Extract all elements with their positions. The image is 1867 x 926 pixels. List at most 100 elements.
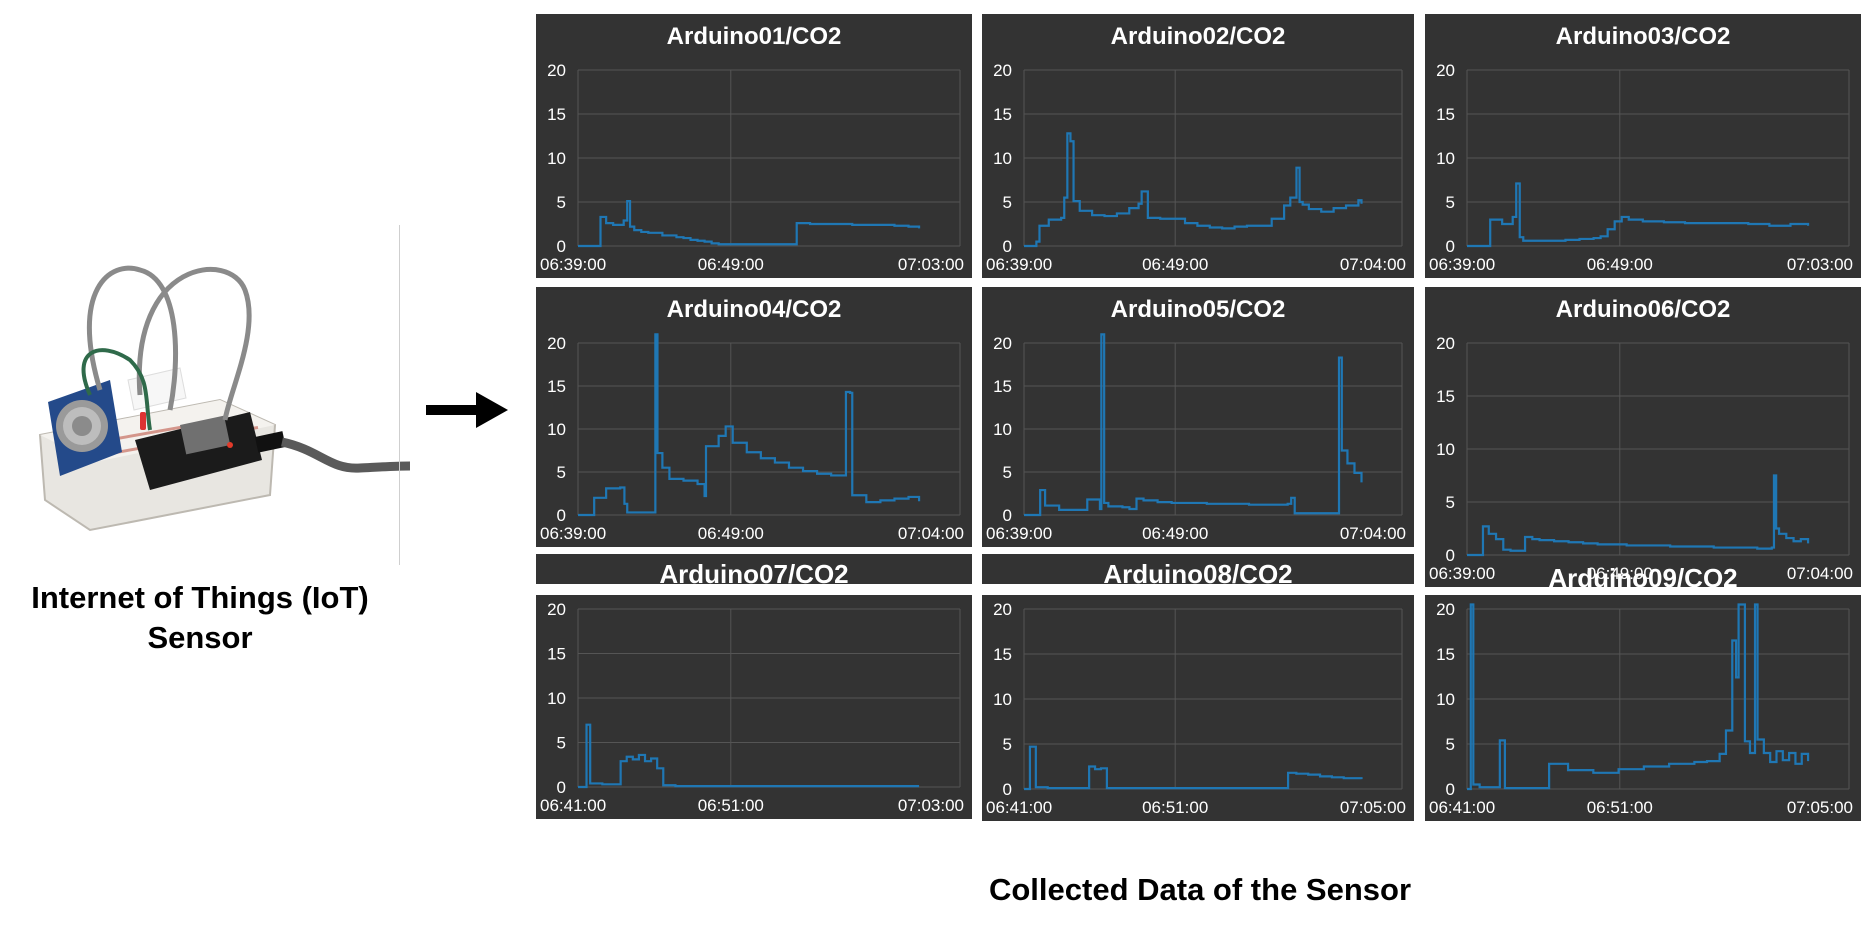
chart-panel-arduino08: 0 5 10 15 20 06:41:00 06:51:00 07:05:00 xyxy=(982,595,1414,821)
x-tick-label: 06:49:00 xyxy=(698,255,764,274)
x-tick-label: 06:51:00 xyxy=(1142,798,1208,817)
series-line xyxy=(578,333,921,517)
y-tick-label: 20 xyxy=(993,61,1012,80)
photo-divider xyxy=(399,225,400,565)
x-tick-label: 06:39:00 xyxy=(986,255,1052,274)
x-tick-label: 06:49:00 xyxy=(1587,564,1653,583)
chart-panel-arduino01: Arduino01/CO2 0 5 10 15 20 06:39:00 06:49:00 07:… xyxy=(536,14,972,278)
y-tick-label: 0 xyxy=(557,506,566,525)
x-tick-label: 06:49:00 xyxy=(1587,255,1653,274)
x-tick-label: 06:39:00 xyxy=(540,524,606,543)
y-tick-label: 20 xyxy=(1436,61,1455,80)
y-tick-label: 0 xyxy=(1446,237,1455,256)
y-tick-label: 5 xyxy=(1446,493,1455,512)
y-tick-label: 15 xyxy=(1436,387,1455,406)
y-tick-label: 0 xyxy=(1003,780,1012,799)
chart-title: Arduino06/CO2 xyxy=(1556,296,1731,323)
y-tick-label: 10 xyxy=(1436,149,1455,168)
x-tick-label: 07:03:00 xyxy=(898,255,964,274)
y-tick-label: 5 xyxy=(1446,193,1455,212)
chart-panel-arduino04: Arduino04/CO2 0 5 10 15 20 06:39:00 06:49:00 07:… xyxy=(536,287,972,547)
chart-panel-arduino07: 0 5 10 15 20 06:41:00 06:51:00 07:03:00 xyxy=(536,595,972,819)
chart-panel-arduino05: Arduino05/CO2 0 5 10 15 20 06:39:00 06:49:00 07:… xyxy=(982,287,1414,547)
series-line xyxy=(1024,132,1363,248)
y-tick-label: 20 xyxy=(547,600,566,619)
x-tick-label: 06:51:00 xyxy=(698,796,764,815)
x-tick-label: 07:05:00 xyxy=(1787,798,1853,817)
chart-panel-arduino02: Arduino02/CO2 0 5 10 15 20 06:39:00 06:49:00 07:… xyxy=(982,14,1414,278)
y-tick-label: 10 xyxy=(993,420,1012,439)
series-line xyxy=(578,723,920,789)
y-tick-label: 15 xyxy=(993,105,1012,124)
x-tick-label: 06:39:00 xyxy=(986,524,1052,543)
title-strip-arduino09: Arduino09/CO2 xyxy=(1425,563,1861,587)
x-tick-label: 07:04:00 xyxy=(1787,564,1853,583)
y-tick-label: 10 xyxy=(993,690,1012,709)
y-tick-label: 10 xyxy=(547,420,566,439)
series-line xyxy=(1024,745,1363,791)
sensor-caption: Internet of Things (IoT) Sensor xyxy=(0,578,400,658)
chart-panel-arduino09: 0 5 10 15 20 06:41:00 06:51:00 07:05:00 xyxy=(1425,595,1861,821)
y-tick-label: 20 xyxy=(547,61,566,80)
chart-title: Arduino02/CO2 xyxy=(1111,23,1286,50)
chart-title: Arduino04/CO2 xyxy=(667,296,842,323)
x-tick-label: 06:49:00 xyxy=(1142,524,1208,543)
chart-title: Arduino01/CO2 xyxy=(667,23,842,50)
x-tick-label: 06:41:00 xyxy=(540,796,606,815)
y-tick-label: 15 xyxy=(547,105,566,124)
y-tick-label: 10 xyxy=(1436,690,1455,709)
chart-title: Arduino05/CO2 xyxy=(1111,296,1286,323)
y-tick-label: 5 xyxy=(557,734,566,753)
chart-panel-arduino03: Arduino03/CO2 0 5 10 15 20 06:39:00 06:49:00 07:… xyxy=(1425,14,1861,278)
iot-sensor-image xyxy=(38,265,410,532)
series-line xyxy=(1467,474,1810,557)
y-tick-label: 15 xyxy=(993,377,1012,396)
y-tick-label: 0 xyxy=(557,237,566,256)
chart-title-arduino08: Arduino08/CO2 xyxy=(1103,559,1293,584)
collected-data-caption: Collected Data of the Sensor xyxy=(988,872,1412,907)
series-line xyxy=(578,200,921,248)
title-strip-arduino07: Arduino07/CO2 xyxy=(536,554,972,584)
y-tick-label: 5 xyxy=(1003,193,1012,212)
y-tick-label: 10 xyxy=(547,689,566,708)
x-tick-label: 06:41:00 xyxy=(986,798,1052,817)
y-tick-label: 10 xyxy=(1436,440,1455,459)
x-tick-label: 07:04:00 xyxy=(1340,524,1406,543)
x-tick-label: 06:49:00 xyxy=(1142,255,1208,274)
y-tick-label: 20 xyxy=(1436,600,1455,619)
y-tick-label: 5 xyxy=(1003,463,1012,482)
y-tick-label: 20 xyxy=(1436,334,1455,353)
y-tick-label: 15 xyxy=(1436,645,1455,664)
y-tick-label: 5 xyxy=(557,193,566,212)
x-tick-label: 07:04:00 xyxy=(1340,255,1406,274)
sensor-caption-line2: Sensor xyxy=(147,620,253,655)
chart-panel-arduino06: Arduino06/CO2 0 5 10 15 20 06:39:00 06:49:00 07:… xyxy=(1425,287,1861,587)
y-tick-label: 15 xyxy=(1436,105,1455,124)
y-tick-label: 0 xyxy=(1003,237,1012,256)
series-line xyxy=(1467,182,1810,248)
y-tick-label: 15 xyxy=(993,645,1012,664)
y-tick-label: 10 xyxy=(547,149,566,168)
y-tick-label: 5 xyxy=(1003,735,1012,754)
chart-title: Arduino03/CO2 xyxy=(1556,23,1731,50)
sensor-caption-line1: Internet of Things (IoT) xyxy=(31,580,369,615)
series-line xyxy=(1024,333,1363,517)
y-tick-label: 20 xyxy=(993,600,1012,619)
x-tick-label: 06:39:00 xyxy=(540,255,606,274)
y-tick-label: 0 xyxy=(557,778,566,797)
y-tick-label: 15 xyxy=(547,645,566,664)
y-tick-label: 10 xyxy=(993,149,1012,168)
chart-title-arduino07: Arduino07/CO2 xyxy=(659,559,849,584)
y-tick-label: 0 xyxy=(1003,506,1012,525)
x-tick-label: 06:39:00 xyxy=(1429,255,1495,274)
title-strip-arduino08: Arduino08/CO2 xyxy=(982,554,1414,584)
x-tick-label: 06:51:00 xyxy=(1587,798,1653,817)
x-tick-label: 07:03:00 xyxy=(1787,255,1853,274)
x-tick-label: 06:39:00 xyxy=(1429,564,1495,583)
y-tick-label: 5 xyxy=(557,463,566,482)
y-tick-label: 20 xyxy=(547,334,566,353)
y-tick-label: 0 xyxy=(1446,546,1455,565)
y-tick-label: 0 xyxy=(1446,780,1455,799)
y-tick-label: 15 xyxy=(547,377,566,396)
chart-title-arduino09: Arduino09/CO2 xyxy=(1548,563,1738,587)
